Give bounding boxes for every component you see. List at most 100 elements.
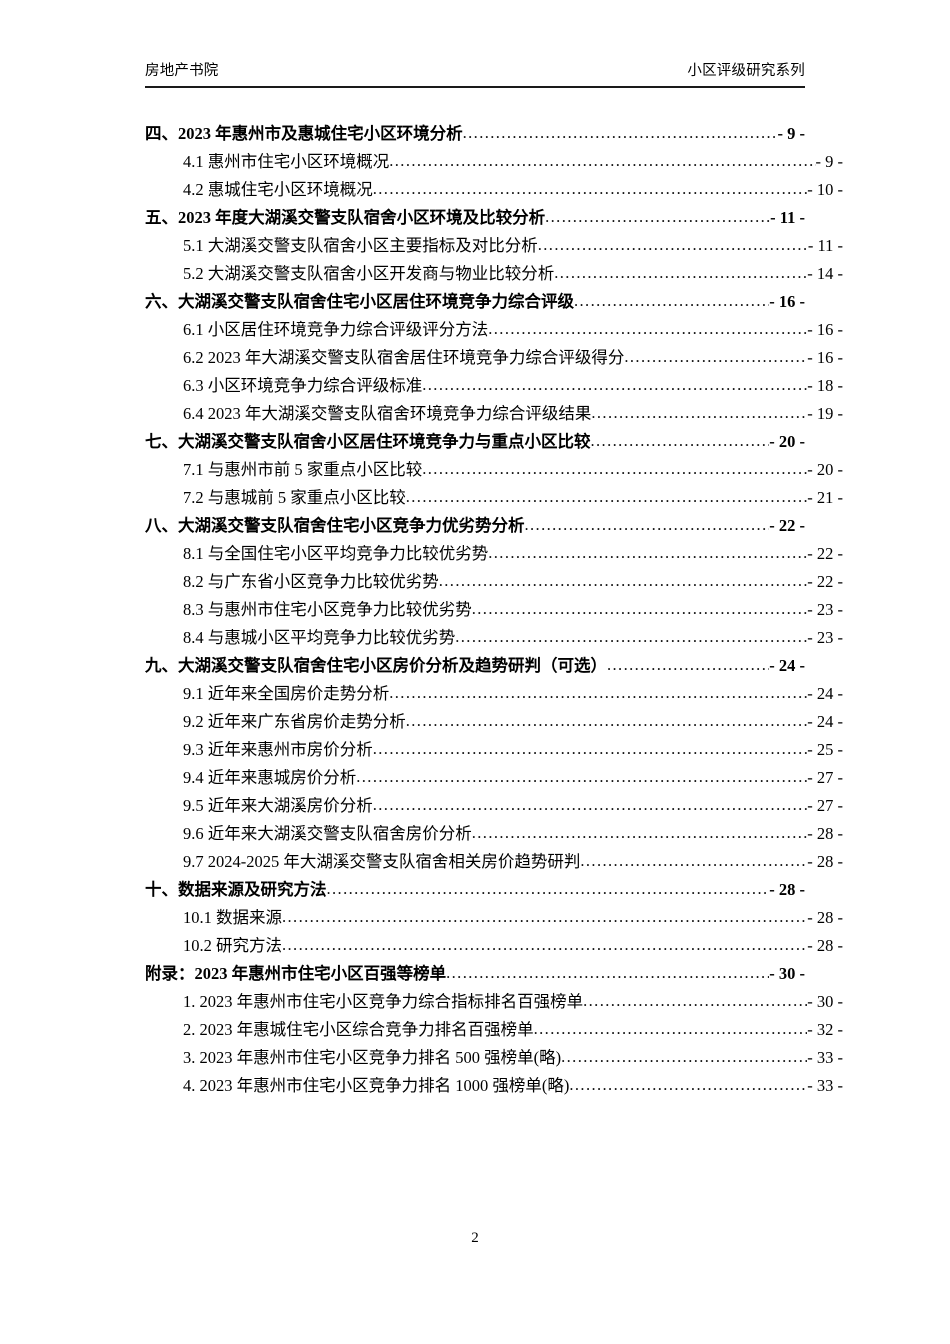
toc-entry-page-number: - 22 -	[807, 544, 843, 563]
toc-entry[interactable]: 10.2 研究方法...............................…	[145, 932, 843, 960]
toc-leader-dots: ........................................…	[438, 571, 808, 590]
toc-entry-title: 7.2 与惠城前 5 家重点小区比较	[183, 488, 406, 507]
toc-entry-title: 9.1 近年来全国房价走势分析	[183, 684, 390, 703]
toc-leader-dots: ........................................…	[372, 795, 808, 814]
toc-leader-dots: ........................................…	[471, 823, 808, 842]
toc-leader-dots: ........................................…	[422, 375, 808, 394]
page-running-header: 房地产书院 小区评级研究系列	[145, 62, 805, 88]
toc-entry[interactable]: 7.1 与惠州市前 5 家重点小区比较.....................…	[145, 456, 843, 484]
toc-entry[interactable]: 4.2 惠城住宅小区环境概况..........................…	[145, 176, 843, 204]
toc-entry-title: 5.1 大湖溪交警支队宿舍小区主要指标及对比分析	[183, 236, 538, 255]
toc-entry[interactable]: 七、大湖溪交警支队宿舍小区居住环境竞争力与重点小区比较.............…	[145, 428, 805, 456]
toc-entry[interactable]: 3. 2023 年惠州市住宅小区竞争力排名 500 强榜单(略)........…	[145, 1044, 843, 1072]
toc-entry[interactable]: 附录：2023 年惠州市住宅小区百强等榜单...................…	[145, 960, 805, 988]
toc-entry-title: 八、大湖溪交警支队宿舍住宅小区竞争力优劣势分析	[145, 516, 525, 535]
toc-entry-page-number: - 14 -	[807, 264, 843, 283]
toc-leader-dots: ........................................…	[561, 1047, 807, 1066]
toc-leader-dots: ........................................…	[372, 179, 808, 198]
toc-leader-dots: ........................................…	[405, 487, 808, 506]
toc-entry-page-number: - 24 -	[807, 712, 843, 731]
toc-entry-page-number: - 28 -	[769, 880, 805, 899]
toc-entry-page-number: - 22 -	[769, 516, 805, 535]
toc-entry-title: 3. 2023 年惠州市住宅小区竞争力排名 500 强榜单(略)	[183, 1048, 562, 1067]
toc-entry-page-number: - 30 -	[807, 992, 843, 1011]
toc-leader-dots: ........................................…	[554, 263, 807, 282]
toc-entry-title: 十、数据来源及研究方法	[145, 880, 327, 899]
toc-leader-dots: ........................................…	[422, 459, 808, 478]
toc-entry-title: 6.4 2023 年大湖溪交警支队宿舍环境竞争力综合评级结果	[183, 404, 592, 423]
toc-entry-page-number: - 20 -	[769, 432, 805, 451]
toc-entry[interactable]: 9.5 近年来大湖溪房价分析..........................…	[145, 792, 843, 820]
toc-entry[interactable]: 10.1 数据来源...............................…	[145, 904, 843, 932]
toc-entry[interactable]: 8.1 与全国住宅小区平均竞争力比较优劣势...................…	[145, 540, 843, 568]
toc-entry-title: 4.2 惠城住宅小区环境概况	[183, 180, 373, 199]
toc-entry[interactable]: 4.1 惠州市住宅小区环境概况.........................…	[145, 148, 843, 176]
toc-entry[interactable]: 4. 2023 年惠州市住宅小区竞争力排名 1000 强榜单(略).......…	[145, 1072, 843, 1100]
toc-leader-dots: ........................................…	[580, 851, 807, 870]
toc-leader-dots: ........................................…	[405, 711, 808, 730]
toc-entry-title: 五、2023 年度大湖溪交警支队宿舍小区环境及比较分析	[145, 208, 546, 227]
toc-entry[interactable]: 八、大湖溪交警支队宿舍住宅小区竞争力优劣势分析.................…	[145, 512, 805, 540]
toc-entry[interactable]: 9.2 近年来广东省房价走势分析........................…	[145, 708, 843, 736]
toc-leader-dots: ........................................…	[389, 151, 815, 170]
toc-entry[interactable]: 6.2 2023 年大湖溪交警支队宿舍居住环境竞争力综合评级得分........…	[145, 344, 843, 372]
toc-entry[interactable]: 6.1 小区居住环境竞争力综合评级评分方法...................…	[145, 316, 843, 344]
toc-entry-title: 8.1 与全国住宅小区平均竞争力比较优劣势	[183, 544, 489, 563]
toc-entry-page-number: - 11 -	[807, 236, 843, 255]
toc-entry-title: 9.3 近年来惠州市房价分析	[183, 740, 373, 759]
toc-entry[interactable]: 十、数据来源及研究方法.............................…	[145, 876, 805, 904]
toc-leader-dots: ........................................…	[607, 655, 769, 674]
toc-entry-page-number: - 23 -	[807, 628, 843, 647]
toc-entry[interactable]: 五、2023 年度大湖溪交警支队宿舍小区环境及比较分析.............…	[145, 204, 805, 232]
table-of-contents: 四、2023 年惠州市及惠城住宅小区环境分析..................…	[145, 120, 843, 1100]
toc-entry-page-number: - 16 -	[807, 320, 843, 339]
toc-entry-title: 9.6 近年来大湖溪交警支队宿舍房价分析	[183, 824, 472, 843]
toc-entry[interactable]: 九、大湖溪交警支队宿舍住宅小区房价分析及趋势研判（可选）............…	[145, 652, 805, 680]
toc-entry-page-number: - 33 -	[807, 1048, 843, 1067]
toc-entry-title: 10.2 研究方法	[183, 936, 282, 955]
toc-entry[interactable]: 1. 2023 年惠州市住宅小区竞争力综合指标排名百强榜单...........…	[145, 988, 843, 1016]
toc-entry-page-number: - 22 -	[807, 572, 843, 591]
toc-leader-dots: ........................................…	[471, 599, 808, 618]
toc-entry-page-number: - 9 -	[815, 152, 844, 171]
toc-entry-title: 4.1 惠州市住宅小区环境概况	[183, 152, 390, 171]
toc-entry[interactable]: 8.4 与惠城小区平均竞争力比较优劣势.....................…	[145, 624, 843, 652]
toc-leader-dots: ........................................…	[389, 683, 807, 702]
toc-entry-page-number: - 16 -	[807, 348, 843, 367]
toc-entry-page-number: - 23 -	[807, 600, 843, 619]
toc-entry[interactable]: 9.3 近年来惠州市房价分析..........................…	[145, 736, 843, 764]
toc-leader-dots: ........................................…	[537, 235, 808, 254]
toc-entry[interactable]: 8.3 与惠州市住宅小区竞争力比较优劣势....................…	[145, 596, 843, 624]
toc-entry[interactable]: 6.3 小区环境竞争力综合评级标准.......................…	[145, 372, 843, 400]
toc-entry[interactable]: 六、大湖溪交警支队宿舍住宅小区居住环境竞争力综合评级..............…	[145, 288, 805, 316]
toc-entry[interactable]: 5.2 大湖溪交警支队宿舍小区开发商与物业比较分析...............…	[145, 260, 843, 288]
toc-entry[interactable]: 9.7 2024-2025 年大湖溪交警支队宿舍相关房价趋势研判........…	[145, 848, 843, 876]
toc-entry[interactable]: 8.2 与广东省小区竞争力比较优劣势......................…	[145, 568, 843, 596]
toc-leader-dots: ........................................…	[574, 291, 770, 310]
toc-entry-page-number: - 28 -	[807, 852, 843, 871]
toc-entry[interactable]: 7.2 与惠城前 5 家重点小区比较......................…	[145, 484, 843, 512]
toc-entry-title: 8.4 与惠城小区平均竞争力比较优劣势	[183, 628, 456, 647]
toc-entry[interactable]: 9.1 近年来全国房价走势分析.........................…	[145, 680, 843, 708]
toc-entry[interactable]: 9.6 近年来大湖溪交警支队宿舍房价分析....................…	[145, 820, 843, 848]
page-number: 2	[471, 1230, 479, 1246]
toc-entry-page-number: - 16 -	[769, 292, 805, 311]
toc-entry[interactable]: 2. 2023 年惠城住宅小区综合竞争力排名百强榜单..............…	[145, 1016, 843, 1044]
toc-leader-dots: ........................................…	[545, 207, 770, 226]
toc-entry-page-number: - 21 -	[807, 488, 843, 507]
toc-entry-title: 5.2 大湖溪交警支队宿舍小区开发商与物业比较分析	[183, 264, 555, 283]
toc-entry-page-number: - 32 -	[807, 1020, 843, 1039]
toc-entry-page-number: - 30 -	[769, 964, 805, 983]
toc-entry-page-number: - 19 -	[807, 404, 843, 423]
toc-leader-dots: ........................................…	[569, 1075, 808, 1094]
toc-leader-dots: ........................................…	[455, 627, 807, 646]
toc-entry[interactable]: 5.1 大湖溪交警支队宿舍小区主要指标及对比分析................…	[145, 232, 843, 260]
toc-entry[interactable]: 6.4 2023 年大湖溪交警支队宿舍环境竞争力综合评级结果..........…	[145, 400, 843, 428]
toc-entry-page-number: - 11 -	[770, 208, 805, 227]
toc-entry-title: 2. 2023 年惠城住宅小区综合竞争力排名百强榜单	[183, 1020, 534, 1039]
toc-entry-title: 7.1 与惠州市前 5 家重点小区比较	[183, 460, 423, 479]
toc-entry-title: 附录：2023 年惠州市住宅小区百强等榜单	[145, 964, 447, 983]
toc-entry[interactable]: 四、2023 年惠州市及惠城住宅小区环境分析..................…	[145, 120, 805, 148]
toc-entry[interactable]: 9.4 近年来惠城房价分析...........................…	[145, 764, 843, 792]
toc-entry-page-number: - 18 -	[807, 376, 843, 395]
